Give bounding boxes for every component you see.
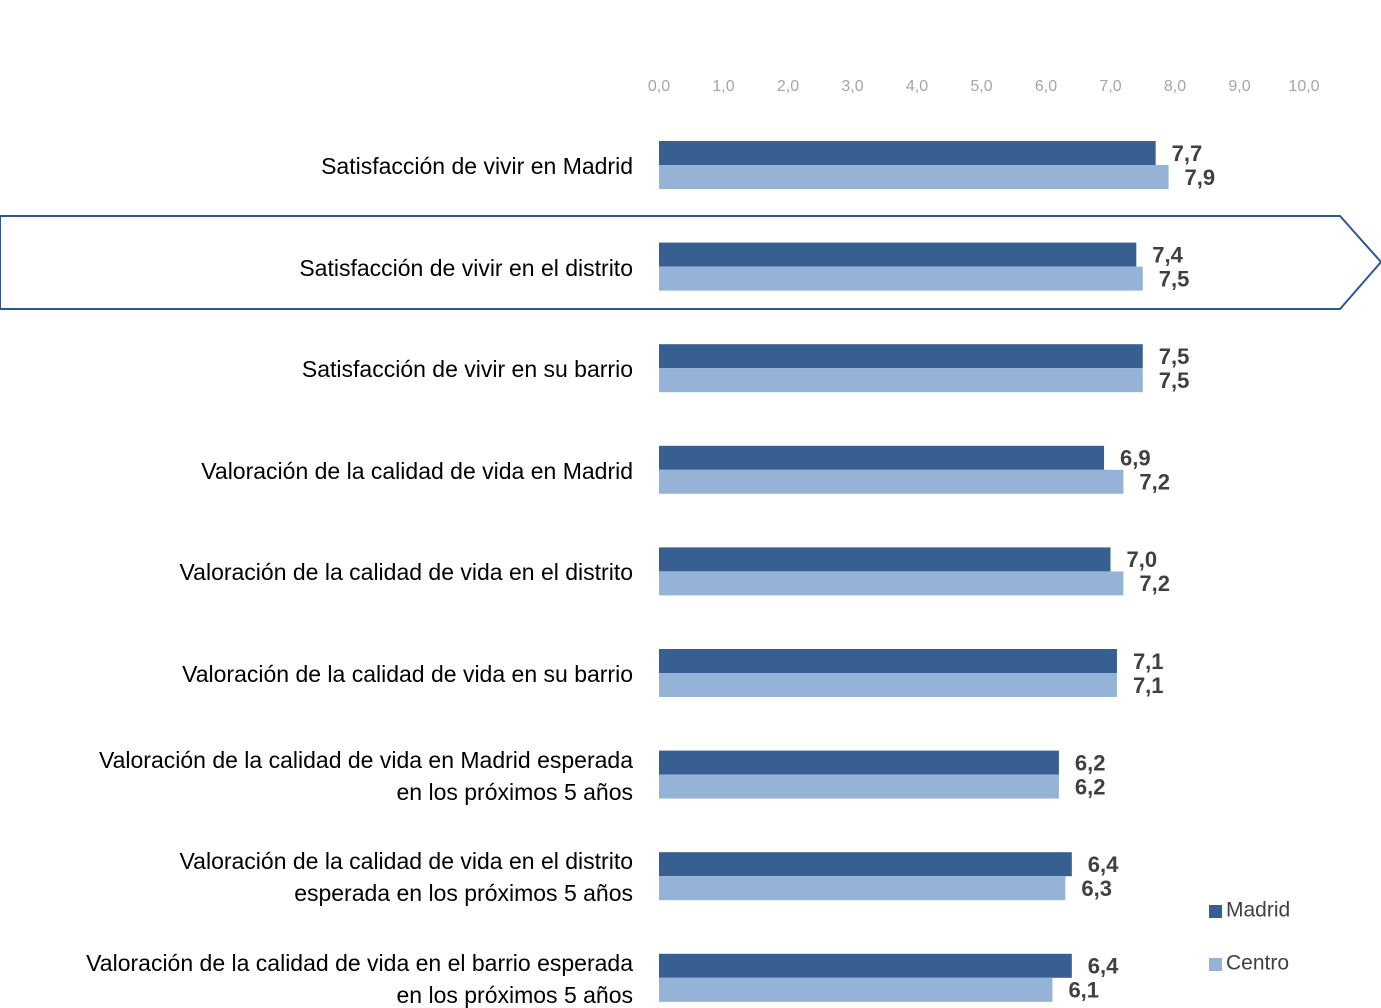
value-label: 7,9 <box>1185 165 1216 190</box>
value-label: 6,2 <box>1075 774 1106 799</box>
category-label: Satisfacción de vivir en el distrito <box>299 254 633 281</box>
bar <box>659 774 1059 799</box>
bar <box>659 673 1117 697</box>
category-label: Valoración de la calidad de vida en su b… <box>182 661 633 687</box>
bar <box>659 571 1124 596</box>
x-tick-label: 0,0 <box>648 78 670 95</box>
legend-label: Centro <box>1226 952 1289 975</box>
x-tick-label: 3,0 <box>841 78 863 95</box>
legend-swatch <box>1209 905 1222 918</box>
x-tick-label: 1,0 <box>712 78 734 95</box>
legend-label: Madrid <box>1226 899 1290 922</box>
value-label: 6,3 <box>1081 876 1112 901</box>
category-label: Satisfacción de vivir en Madrid <box>321 153 633 179</box>
value-label: 7,4 <box>1152 242 1183 267</box>
category-label: Valoración de la calidad de vida en el d… <box>179 559 633 586</box>
highlight-arrow <box>0 215 1381 310</box>
value-label: 7,7 <box>1172 141 1203 166</box>
bar <box>659 750 1059 775</box>
x-tick-label: 7,0 <box>1099 78 1121 95</box>
bar <box>659 876 1066 901</box>
value-label: 6,1 <box>1068 978 1099 1003</box>
value-label: 7,1 <box>1133 649 1164 674</box>
value-label: 7,5 <box>1159 368 1190 393</box>
bar <box>659 852 1072 877</box>
x-tick-label: 9,0 <box>1228 78 1250 95</box>
category-label: Valoración de la calidad de vida en Madr… <box>98 746 633 805</box>
bar <box>659 649 1117 673</box>
bar <box>659 165 1169 189</box>
value-label: 6,4 <box>1088 954 1119 979</box>
x-tick-label: 8,0 <box>1164 78 1186 95</box>
category-label: Valoración de la calidad de vida en el d… <box>179 848 633 907</box>
bar <box>659 547 1111 572</box>
value-label: 7,5 <box>1159 344 1190 369</box>
category-label: Satisfacción de vivir en su barrio <box>301 356 633 383</box>
bar <box>659 953 1072 978</box>
value-label: 6,9 <box>1120 446 1151 471</box>
value-label: 6,2 <box>1075 750 1106 775</box>
bar <box>659 141 1156 165</box>
legend-swatch <box>1209 958 1222 971</box>
value-label: 7,5 <box>1159 266 1190 291</box>
x-tick-label: 4,0 <box>906 78 928 95</box>
category-label: Valoración de la calidad de vida en el b… <box>86 949 633 1008</box>
value-label: 7,1 <box>1133 673 1164 698</box>
category-label: Valoración de la calidad de vida en Madr… <box>201 457 633 484</box>
bar <box>659 266 1143 291</box>
bar <box>659 368 1143 393</box>
x-tick-label: 6,0 <box>1035 78 1057 95</box>
value-label: 7,2 <box>1139 571 1170 596</box>
bar <box>659 445 1105 470</box>
x-tick-label: 5,0 <box>970 78 992 95</box>
bar <box>659 344 1143 369</box>
value-label: 7,0 <box>1127 547 1158 572</box>
x-tick-label: 10,0 <box>1288 78 1319 95</box>
bar <box>659 977 1053 1002</box>
value-label: 6,4 <box>1088 852 1119 877</box>
value-label: 7,2 <box>1139 470 1170 495</box>
bar <box>659 469 1124 494</box>
x-tick-label: 2,0 <box>777 78 799 95</box>
bar <box>659 242 1137 267</box>
